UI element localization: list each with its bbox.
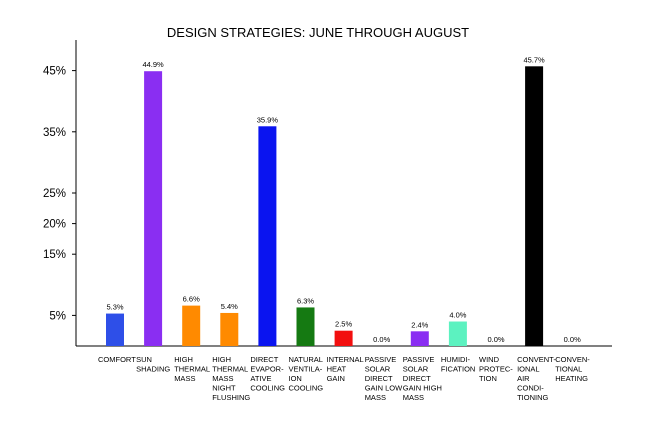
category-label-line: VENTILA- (289, 365, 323, 374)
data-label: 0.0% (373, 335, 390, 344)
category-label-line: HUMIDI- (441, 355, 471, 364)
bars (106, 66, 544, 347)
category-label-line: SOLAR (365, 365, 391, 374)
y-tick-label: 25% (43, 188, 66, 200)
bar (525, 66, 544, 346)
category-label-line: COOLING (289, 384, 324, 393)
data-label: 0.0% (564, 335, 581, 344)
category-label-line: EVAPOR- (250, 365, 284, 374)
category-label-line: TION (479, 374, 497, 383)
category-label: HIGH THERMAL MASS NIGHT FLUSHING (212, 355, 250, 402)
category-label: HIGH THERMAL MASS (174, 355, 210, 383)
data-label: 5.3% (106, 303, 123, 312)
y-tick-label: 15% (43, 249, 66, 261)
category-label-line: DIRECT (250, 355, 278, 364)
category-label-line: ATIVE (250, 374, 271, 383)
category-label: PASSIVE SOLAR DIRECT GAIN HIGH MASS (403, 355, 442, 402)
category-label: SUN SHADING (136, 355, 170, 374)
y-axis-ticks: 5% 15% 20% 25% 35% 45% (43, 66, 76, 322)
data-label: 44.9% (142, 60, 164, 69)
data-label: 6.6% (183, 295, 200, 304)
y-tick-label: 35% (43, 127, 66, 139)
category-label: DIRECT EVAPOR-ATIVE COOLING (250, 355, 285, 393)
category-label-line: GAIN LOW (365, 384, 403, 393)
bar (106, 313, 124, 346)
category-label-line: ION (289, 374, 302, 383)
data-label: 2.5% (335, 320, 352, 329)
bar (410, 331, 429, 346)
category-label-line: NIGHT (212, 384, 236, 393)
category-label-line: AIR (517, 374, 530, 383)
category-label: WIND PROTEC-TION (479, 355, 513, 383)
bar (182, 305, 201, 346)
category-label-line: DIRECT (365, 374, 393, 383)
category-label-line: GAIN HIGH (403, 384, 442, 393)
data-label: 45.7% (523, 55, 545, 64)
category-label-line: IONAL (517, 365, 540, 374)
category-label-line: FLUSHING (212, 393, 250, 402)
data-label: 35.9% (257, 115, 279, 124)
category-label-line: CONVENT- (517, 355, 556, 364)
category-label: PASSIVE SOLAR DIRECT GAIN LOW MASS (365, 355, 403, 402)
chart-title: DESIGN STRATEGIES: JUNE THROUGH AUGUST (167, 25, 469, 40)
category-label: COMFORT (98, 355, 136, 364)
category-label-line: HIGH (174, 355, 193, 364)
category-label-line: NATURAL (289, 355, 323, 364)
category-label-line: CONVEN- (555, 355, 590, 364)
data-labels: 5.3% 44.9% 6.6% 5.4% 35.9% 6.3% 2.5% 0.0% 2.4% 4.… (106, 55, 581, 344)
y-tick-label: 45% (43, 66, 66, 78)
category-label-line: HEATING (555, 374, 588, 383)
category-label-line: HIGH (212, 355, 231, 364)
bar (144, 71, 163, 346)
category-label-line: PROTEC- (479, 365, 513, 374)
y-tick-label: 5% (49, 310, 66, 322)
category-label-line: DIRECT (403, 374, 431, 383)
bar (258, 126, 277, 347)
category-label-line: FICATION (441, 365, 475, 374)
category-label-line: SOLAR (403, 365, 429, 374)
category-label: INTERNAL HEAT GAIN (327, 355, 364, 383)
data-label: 6.3% (297, 296, 314, 305)
category-label-line: MASS (365, 393, 386, 402)
category-label: HUMIDI-FICATION (441, 355, 475, 374)
category-label-line: SUN (136, 355, 152, 364)
category-label-line: COMFORT (98, 355, 136, 364)
category-label: CONVEN-TIONAL HEATING (555, 355, 590, 383)
bar (448, 321, 467, 346)
category-label-line: WIND (479, 355, 500, 364)
bar (334, 330, 353, 346)
category-label-line: MASS (212, 374, 233, 383)
category-label-line: TIONAL (555, 365, 582, 374)
category-label-line: TIONING (517, 393, 548, 402)
category-label-line: CONDI- (517, 384, 544, 393)
category-label-line: COOLING (250, 384, 285, 393)
category-label-line: GAIN (327, 374, 345, 383)
bar (296, 307, 315, 346)
data-label: 2.4% (411, 320, 428, 329)
category-label-line: INTERNAL (327, 355, 364, 364)
category-label-line: THERMAL (212, 365, 248, 374)
category-label-line: PASSIVE (365, 355, 397, 364)
category-label-line: MASS (403, 393, 424, 402)
bar (220, 312, 239, 346)
category-label: NATURAL VENTILA-ION COOLING (289, 355, 324, 393)
data-label: 4.0% (449, 311, 466, 320)
category-label-line: THERMAL (174, 365, 210, 374)
category-label-line: MASS (174, 374, 195, 383)
category-label-line: SHADING (136, 365, 170, 374)
category-label-line: HEAT (327, 365, 347, 374)
data-label: 5.4% (221, 302, 238, 311)
data-label: 0.0% (487, 335, 504, 344)
category-label: CONVENT-IONAL AIR CONDI-TIONING (517, 355, 556, 402)
category-label-line: PASSIVE (403, 355, 435, 364)
y-tick-label: 20% (43, 219, 66, 231)
